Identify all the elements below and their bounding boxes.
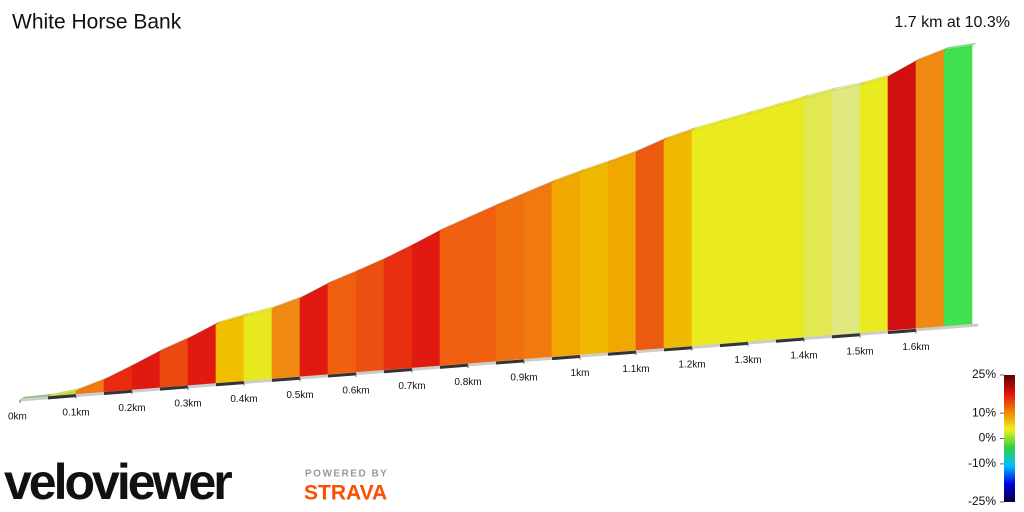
segment xyxy=(271,298,301,381)
axis-dash xyxy=(887,328,917,335)
x-tick-label: 0.1km xyxy=(62,407,89,418)
powered-by: POWERED BY xyxy=(305,469,388,480)
segment xyxy=(691,121,721,349)
segment xyxy=(215,315,245,386)
segment xyxy=(887,60,917,333)
x-tick-label: 0.5km xyxy=(286,390,313,401)
segment xyxy=(131,351,161,392)
chart-title: White Horse Bank xyxy=(12,11,182,34)
color-scale xyxy=(1004,375,1015,502)
summary: 1.7 km at 10.3% xyxy=(894,14,1010,31)
axis-dash xyxy=(719,341,749,348)
axis-dash xyxy=(159,385,189,391)
x-tick-label: 0.7km xyxy=(398,381,425,392)
segment xyxy=(243,308,273,383)
segment xyxy=(859,76,889,336)
legend-label: 0% xyxy=(979,431,997,445)
segment xyxy=(355,259,385,375)
axis-dash xyxy=(383,368,413,374)
x-tick-label: 0.4km xyxy=(230,394,257,405)
segment xyxy=(103,365,133,394)
segment xyxy=(523,182,553,362)
x-tick-label: 1.5km xyxy=(846,346,873,357)
strava-logo: STRAVA xyxy=(304,482,387,505)
x-tick-label: 1.3km xyxy=(734,355,761,366)
axis-dash xyxy=(327,372,357,378)
segment xyxy=(299,283,329,379)
axis-dash xyxy=(495,359,525,365)
axis-dash xyxy=(663,346,693,352)
segment xyxy=(327,271,357,377)
legend-label: 25% xyxy=(972,367,996,381)
x-tick-label: 0km xyxy=(8,412,27,423)
segment xyxy=(411,230,441,370)
segment xyxy=(551,171,581,359)
x-tick-label: 0.2km xyxy=(118,403,145,414)
x-tick-label: 1.6km xyxy=(902,342,929,353)
x-tick-label: 1.4km xyxy=(790,351,817,362)
segment xyxy=(439,218,469,368)
segment xyxy=(719,113,749,346)
segment xyxy=(635,139,665,353)
x-tick-label: 0.8km xyxy=(454,377,481,388)
segment xyxy=(159,338,189,390)
segment xyxy=(663,129,693,351)
x-tick-label: 0.6km xyxy=(342,386,369,397)
segment xyxy=(775,97,805,342)
axis-dash xyxy=(271,376,301,382)
axis-dash xyxy=(831,333,861,339)
axis-dash xyxy=(47,394,77,400)
segment xyxy=(747,105,777,344)
axis-dash xyxy=(775,337,805,343)
segment xyxy=(187,323,217,388)
axis-dash xyxy=(439,363,469,369)
x-tick-label: 1.1km xyxy=(622,364,649,375)
axis-dash xyxy=(607,350,637,356)
segment xyxy=(943,45,973,329)
axis-dash xyxy=(551,354,581,361)
x-tick-label: 0.9km xyxy=(510,372,537,383)
x-tick-label: 1km xyxy=(571,368,590,379)
x-tick-label: 0.3km xyxy=(174,399,201,410)
segment xyxy=(579,162,609,357)
segment xyxy=(803,90,833,340)
segment xyxy=(607,152,637,355)
legend-label: 10% xyxy=(972,405,996,419)
legend-label: -25% xyxy=(968,494,996,508)
axis-dash xyxy=(103,389,133,395)
segment xyxy=(915,49,945,331)
segment xyxy=(467,205,497,366)
segment-top xyxy=(943,42,977,51)
segment xyxy=(495,193,525,364)
logo: veloviewer xyxy=(4,454,232,510)
segment xyxy=(831,84,861,338)
legend-label: -10% xyxy=(968,456,996,470)
plot: 0km 0.1km 0.2km 0.3km 0.4km 0.5km 0.6km 0.7km 0.… xyxy=(8,42,979,423)
segment xyxy=(383,245,413,373)
axis-dash xyxy=(215,381,245,387)
x-tick-label: 1.2km xyxy=(678,359,705,370)
